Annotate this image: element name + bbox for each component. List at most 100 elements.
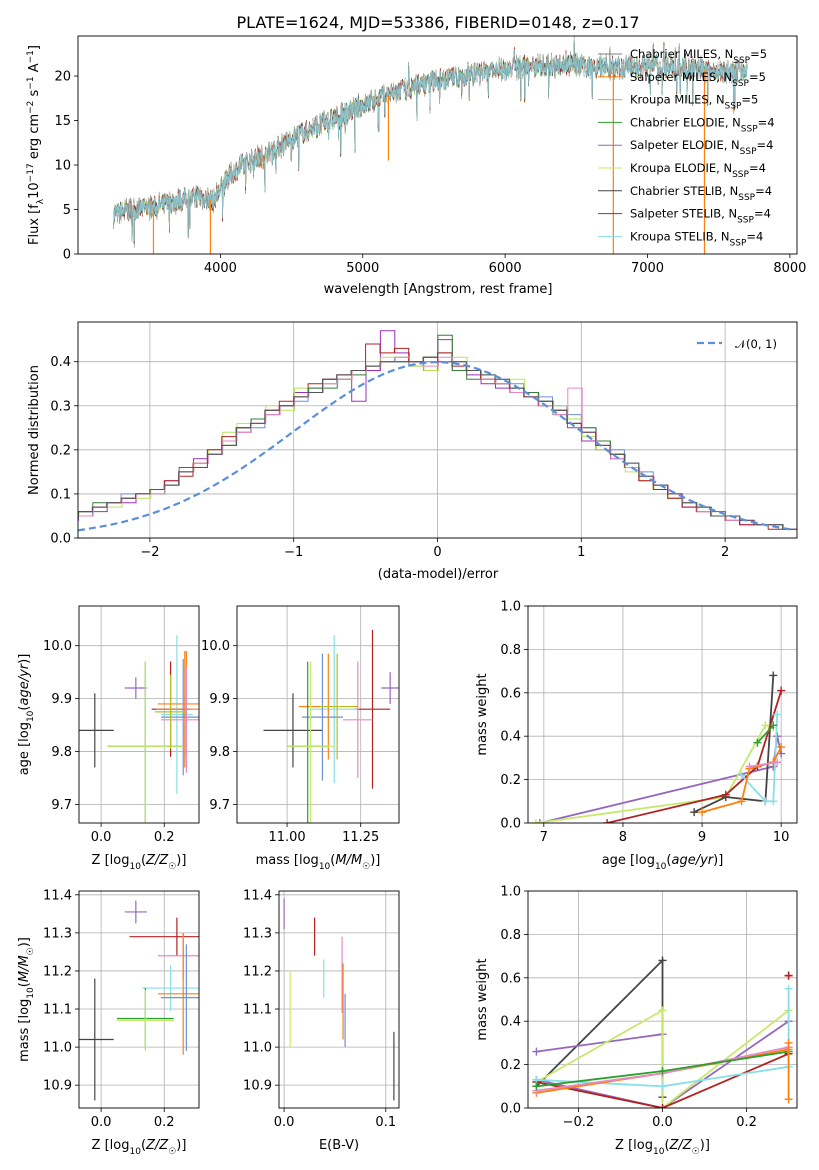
weight-marker [761,721,770,730]
y-tick-label: 10 [54,159,71,174]
label-part: ☉ [362,862,370,872]
x-tick-label: 0.0 [652,1115,673,1130]
x-axis-label: Z [log10(Z/Z☉)] [92,853,187,872]
weight-marker [531,819,540,823]
weight-line [535,724,774,823]
y-tick-label: 9.9 [51,692,72,707]
weight-line [756,724,774,744]
weight-marker [658,1067,667,1076]
label-part: ☉ [168,862,176,872]
spectrum-line [113,38,748,242]
y-tick-label: 11.0 [243,1041,272,1056]
label-part: Chabrier STELIB, N [630,184,738,198]
legend-label: Salpeter ELODIE, NSSP=4 [630,138,773,157]
label-part: Z/Z [145,1138,169,1153]
label-part: )] [17,654,32,664]
label-part: 10 [653,1147,665,1157]
label-part: Z [log [615,1138,653,1153]
y-tick-label: 0.2 [50,443,71,458]
weight-line [606,690,783,823]
y-tick-label: 11.2 [43,964,72,979]
label-part: s [27,89,42,100]
legend-label: Chabrier ELODIE, NSSP=4 [630,115,775,134]
x-tick-label: 7 [540,830,548,845]
x-tick-label: 8000 [773,261,806,276]
plot-area [78,330,797,532]
x-axis-label: wavelength [Angstrom, rest frame] [324,282,553,297]
label-part: −1 [26,50,36,63]
y-tick-label: 0.1 [50,487,71,502]
y-tick-label: 9.8 [209,745,230,760]
x-tick-label: 2 [721,545,729,560]
label-part: Z/Z [145,853,169,868]
y-axis-label: age [log10(age/yr)] [17,654,36,776]
plot-area [532,956,793,1108]
weight-marker [769,797,778,806]
label-part: ☉ [26,947,36,955]
label-part: mass [log [17,999,32,1062]
label-part: ( [664,1138,669,1153]
label-part: age/yr [17,662,32,705]
y-tick-label: 20 [54,70,71,85]
weight-marker [773,758,782,767]
label-part: Salpeter ELODIE, N [630,138,740,152]
label-part: Flux [f [27,204,42,245]
weight-marker [777,743,786,752]
label-part: M/M [17,955,32,982]
label-part: erg cm [27,114,42,163]
label-part: ☉ [692,1147,700,1157]
legend-label: Kroupa MILES, NSSP=5 [630,93,758,112]
y-tick-label: 0.0 [500,817,521,832]
legend-label: Kroupa ELODIE, NSSP=4 [630,161,766,180]
label-part: 10 [655,862,667,872]
y-tick-label: 11.2 [243,964,272,979]
y-tick-label: 0 [63,248,71,263]
y-axis-label: mass [log10(M/M☉)] [17,937,36,1062]
x-tick-label: 6000 [489,261,522,276]
weight-marker [603,819,612,823]
x-tick-label: 7000 [631,261,664,276]
label-part: Kroupa ELODIE, N [630,161,732,175]
y-tick-label: 11.4 [43,888,72,903]
label-part: =4 [755,184,772,198]
y-tick-label: 10.0 [201,639,230,654]
x-tick-label: −2 [140,545,159,560]
x-axis-label: (data-model)/error [378,567,499,582]
label-part: mass [log [256,853,319,868]
label-part: =4 [754,207,771,221]
x-tick-label: 0 [433,545,441,560]
label-part: ( [17,706,32,711]
weight-marker [532,1082,541,1091]
y-tick-label: 0.8 [500,928,521,943]
label-part: ( [141,1138,146,1153]
weight-line [536,1020,790,1108]
label-part: )] [713,853,723,868]
label-part: −2 [26,101,36,114]
y-tick-label: 9.8 [51,745,72,760]
y-tick-label: 11.4 [243,888,272,903]
weight-marker [784,971,793,980]
y-axis-label: Flux [fλ10−17 erg cm−2 s−1 A−1] [26,45,46,245]
y-tick-label: 11.0 [43,1041,72,1056]
weight-marker [721,790,730,799]
y-tick-label: 11.1 [43,1003,72,1018]
weight-line [536,1033,663,1053]
label-part: ( [666,853,671,868]
label-part: M/M [335,853,362,868]
label-part: SSP [730,238,747,248]
x-tick-label: 0.0 [91,830,112,845]
label-part: SSP [741,124,758,134]
x-axis-label: Z [log10(Z/Z☉)] [92,1138,187,1157]
y-tick-label: 0.4 [500,730,521,745]
axes-frame [236,605,400,824]
label-part: SSP [733,56,750,66]
x-axis-label: Z [log10(Z/Z☉)] [615,1138,710,1157]
y-tick-label: 9.9 [209,692,230,707]
x-axis-label: mass [log10(M/M☉)] [256,853,381,872]
axes-frame [78,605,200,824]
x-tick-label: 0.2 [736,1115,757,1130]
y-tick-label: 10.0 [43,639,72,654]
x-tick-label: 0.2 [154,1115,175,1130]
label-part: wavelength [Angstrom, rest frame] [324,282,553,297]
y-tick-label: 0.3 [50,399,71,414]
